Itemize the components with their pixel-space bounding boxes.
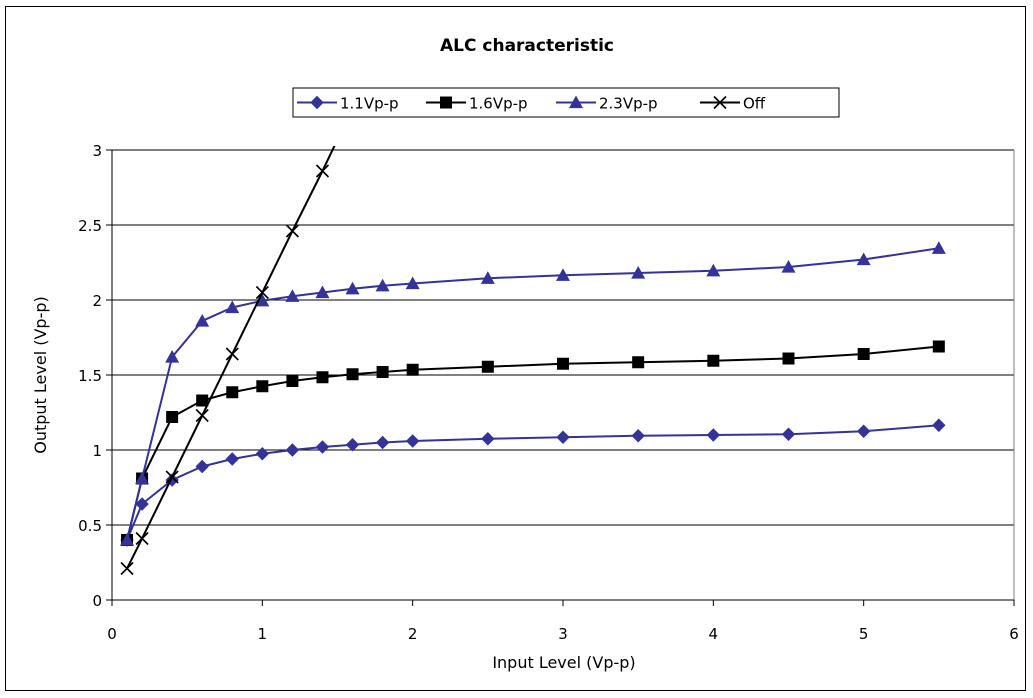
series-line-0 xyxy=(126,424,939,541)
series-0 xyxy=(120,418,946,547)
y-tick-label-5: 2.5 xyxy=(78,217,102,235)
data-point-0-7 xyxy=(315,440,330,454)
data-point-1-8 xyxy=(346,368,359,381)
y-axis-title: Output Level (Vp-p) xyxy=(31,296,50,454)
data-point-0-5 xyxy=(255,447,270,461)
data-point-2-16 xyxy=(856,252,871,266)
data-point-3-4 xyxy=(225,347,239,361)
series-line-2 xyxy=(126,247,939,541)
data-point-0-17 xyxy=(932,418,946,432)
data-point-1-16 xyxy=(857,348,870,360)
legend-label-1: 1.6Vp-p xyxy=(469,95,528,113)
legend-label-3: Off xyxy=(743,95,766,113)
data-point-0-14 xyxy=(706,428,721,442)
x-tick-label-5: 5 xyxy=(859,625,869,643)
data-point-2-12 xyxy=(556,268,570,281)
data-point-3-1 xyxy=(135,531,149,546)
legend-marker-1 xyxy=(440,96,452,109)
data-point-2-13 xyxy=(631,266,646,279)
data-point-2-5 xyxy=(255,293,270,307)
data-point-1-9 xyxy=(376,366,389,378)
y-tick-label-4: 2 xyxy=(92,292,102,310)
data-point-1-3 xyxy=(196,394,209,407)
data-point-3-7 xyxy=(315,164,330,178)
legend-label-0: 1.1Vp-p xyxy=(340,95,399,113)
legend-marker-3 xyxy=(713,95,727,110)
data-point-1-12 xyxy=(557,357,569,370)
x-tick-label-3: 3 xyxy=(558,625,568,643)
data-point-0-1 xyxy=(135,497,149,511)
data-point-3-5 xyxy=(255,285,269,300)
data-point-0-6 xyxy=(285,443,300,457)
plot-area: 0 0.5 1 1.5 2 2.5 3 0 1 2 3 4 5 6 xyxy=(78,142,1019,643)
legend-entry-0: 1.1Vp-p xyxy=(297,95,399,113)
data-point-1-6 xyxy=(286,375,299,387)
data-point-2-9 xyxy=(375,278,390,292)
y-tick-label-1: 0.5 xyxy=(78,517,102,535)
series-line-1 xyxy=(126,345,939,541)
data-point-2-11 xyxy=(480,271,495,284)
data-point-0-15 xyxy=(781,427,796,441)
legend-entry-1: 1.6Vp-p xyxy=(426,95,528,113)
data-point-1-4 xyxy=(226,386,239,399)
data-point-3-3 xyxy=(195,408,209,423)
data-point-2-7 xyxy=(315,285,330,299)
legend-label-2: 2.3Vp-p xyxy=(599,95,658,113)
data-point-2-4 xyxy=(225,300,240,314)
series-1 xyxy=(121,340,945,546)
data-point-3-0 xyxy=(120,561,134,576)
legend-marker-2 xyxy=(569,95,583,109)
series-3 xyxy=(120,146,336,576)
data-point-0-9 xyxy=(375,435,390,450)
data-point-3-6 xyxy=(285,224,299,238)
data-point-2-1 xyxy=(135,471,150,485)
y-tick-label-0: 0 xyxy=(92,592,102,610)
legend-marker-0 xyxy=(310,95,324,110)
data-point-1-11 xyxy=(481,360,494,373)
data-point-1-2 xyxy=(166,411,179,423)
data-point-3-2 xyxy=(165,470,179,484)
y-tick-label-2: 1 xyxy=(92,442,102,460)
chart-title: ALC characteristic xyxy=(440,36,614,56)
y-tick-label-6: 3 xyxy=(92,142,102,160)
data-point-0-4 xyxy=(225,452,239,466)
x-tick-label-4: 4 xyxy=(709,625,719,643)
data-point-0-11 xyxy=(481,432,495,446)
x-axis-title: Input Level (Vp-p) xyxy=(492,653,635,672)
data-point-1-15 xyxy=(782,352,795,365)
data-point-0-16 xyxy=(856,424,871,438)
data-point-2-14 xyxy=(706,263,721,277)
data-point-2-0 xyxy=(120,533,135,546)
x-tick-label-0: 0 xyxy=(107,625,117,643)
series-2 xyxy=(120,241,946,546)
data-point-1-13 xyxy=(632,356,645,369)
data-point-1-7 xyxy=(316,371,329,384)
chart-frame xyxy=(5,6,1026,691)
y-tick-label-3: 1.5 xyxy=(78,367,102,385)
x-tick-label-6: 6 xyxy=(1009,625,1019,643)
data-point-2-3 xyxy=(195,314,210,327)
data-point-2-17 xyxy=(931,241,946,254)
data-point-0-8 xyxy=(345,438,360,452)
chart-legend: 1.1Vp-p 1.6Vp-p 2.3Vp-p Off xyxy=(292,87,840,118)
data-point-1-10 xyxy=(406,363,419,376)
data-point-2-15 xyxy=(781,260,796,273)
x-tick-label-1: 1 xyxy=(258,625,268,643)
data-point-2-8 xyxy=(345,281,360,295)
data-point-0-12 xyxy=(556,430,570,444)
data-point-2-6 xyxy=(285,289,300,302)
data-point-0-10 xyxy=(405,434,420,448)
data-point-1-5 xyxy=(256,380,269,393)
data-point-2-2 xyxy=(165,350,180,363)
legend-entry-2: 2.3Vp-p xyxy=(556,95,658,113)
x-tick-label-2: 2 xyxy=(408,625,418,643)
data-point-2-10 xyxy=(405,276,420,290)
data-point-0-13 xyxy=(631,429,645,443)
data-point-1-14 xyxy=(707,354,720,367)
legend-entry-3: Off xyxy=(700,95,766,113)
data-point-1-17 xyxy=(932,340,945,353)
data-point-0-3 xyxy=(195,459,209,474)
